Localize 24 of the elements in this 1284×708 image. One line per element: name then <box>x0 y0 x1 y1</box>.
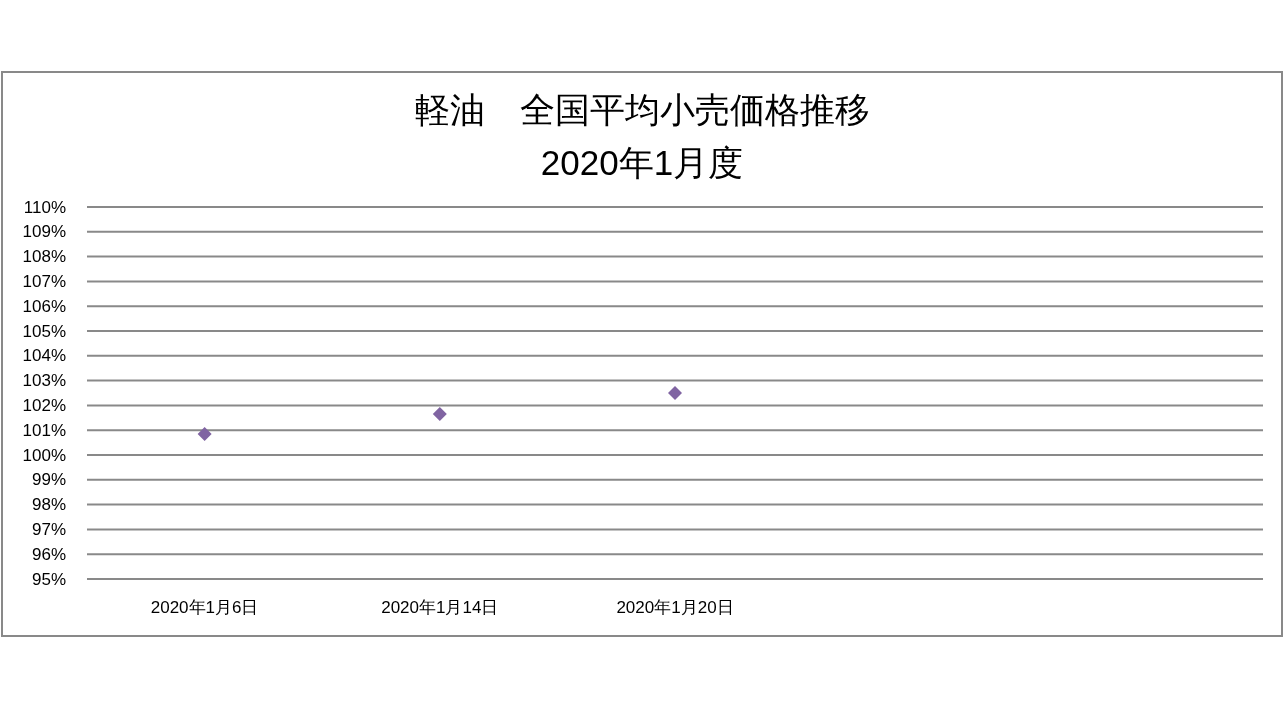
y-tick-label: 107% <box>22 271 66 291</box>
y-tick-label: 109% <box>22 222 66 242</box>
x-tick-label: 2020年1月6日 <box>150 597 259 617</box>
x-tick-label: 2020年1月14日 <box>381 597 499 617</box>
x-tick-label: 2020年1月20日 <box>616 597 734 617</box>
y-tick-label: 105% <box>22 321 66 341</box>
point <box>197 426 212 441</box>
y-tick-label: 100% <box>22 445 66 465</box>
y-tick-label: 104% <box>22 346 66 366</box>
y-tick-label: 97% <box>31 519 66 539</box>
point <box>668 386 682 400</box>
y-tick-label: 103% <box>22 371 66 391</box>
y-tick-label: 108% <box>22 247 66 267</box>
y-tick-label: 102% <box>22 395 66 415</box>
point <box>432 407 447 422</box>
chart-subtitle: 2020年1月度 <box>540 143 744 182</box>
y-tick-label: 96% <box>31 544 66 564</box>
y-tick-label: 95% <box>31 569 66 589</box>
y-tick-label: 106% <box>22 296 66 316</box>
chart-title: 軽油 全国平均小売価格推移 <box>414 90 870 129</box>
y-tick-label: 101% <box>22 420 66 440</box>
y-tick-label: 99% <box>31 470 66 490</box>
y-tick-label: 110% <box>23 197 66 217</box>
y-tick-label: 98% <box>31 495 66 515</box>
